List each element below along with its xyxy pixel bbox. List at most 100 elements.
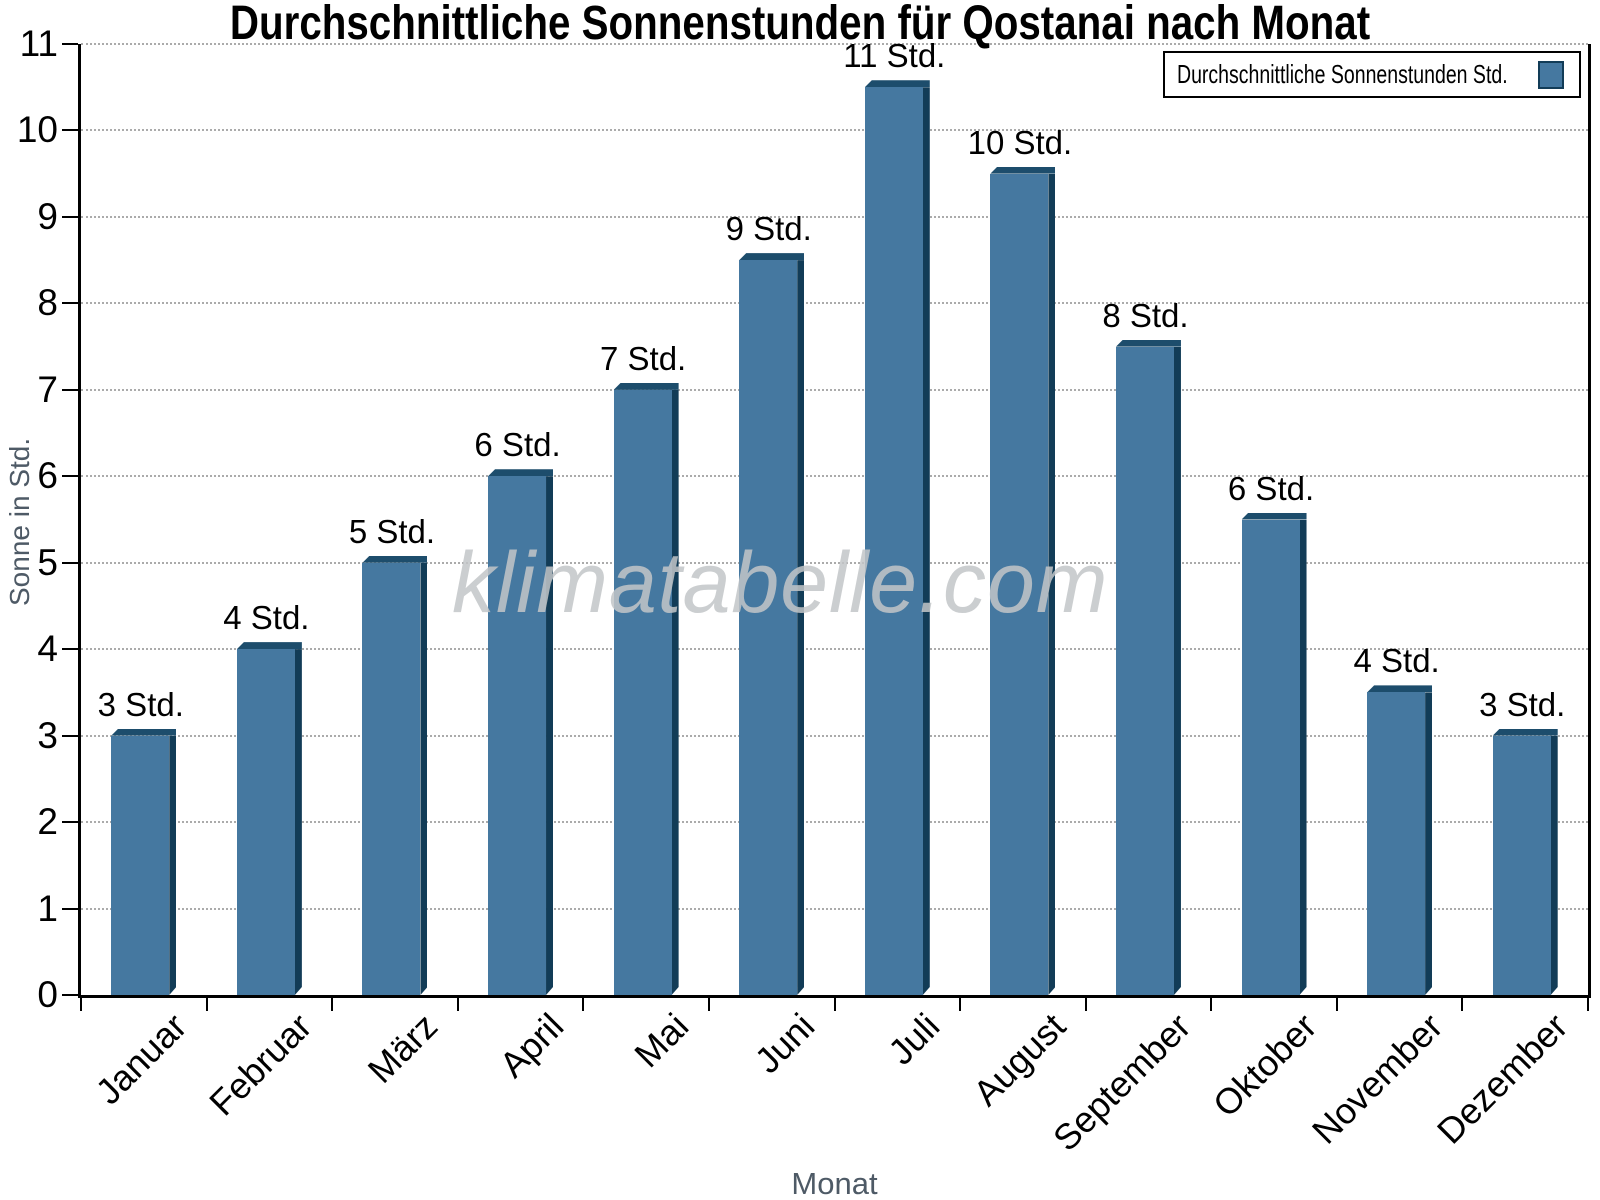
bar-top-shade	[990, 166, 1056, 174]
y-tick-label: 0	[37, 974, 58, 1015]
gridline	[81, 475, 1588, 478]
x-tick	[331, 998, 334, 1011]
x-tick-label-juni: Juni	[746, 1005, 823, 1081]
bar-august	[990, 166, 1056, 995]
x-tick-label-dezember: Dezember	[1429, 1005, 1576, 1152]
x-tick	[959, 998, 962, 1011]
bar-value-label: 10 Std.	[967, 123, 1073, 161]
x-tick	[1084, 998, 1087, 1011]
y-tick	[62, 388, 78, 391]
bar-value-label: 4 Std.	[1353, 642, 1440, 680]
gridline	[81, 215, 1588, 218]
bar-mai	[613, 382, 679, 995]
bar-side-shade	[1048, 174, 1055, 995]
bar-value-label: 6 Std.	[474, 426, 561, 464]
y-tick	[62, 215, 78, 218]
y-tick	[62, 43, 78, 45]
bar-value-label: 9 Std.	[725, 210, 812, 248]
bar-value-label: 11 Std.	[843, 37, 946, 75]
x-tick	[456, 998, 459, 1011]
bar-value-label: 4 Std.	[223, 599, 310, 637]
x-tick-label-november: November	[1303, 1005, 1450, 1152]
x-tick	[707, 998, 710, 1011]
y-tick	[62, 302, 78, 305]
y-tick-label: 6	[37, 455, 58, 497]
gridline	[81, 907, 1588, 910]
bar-top-shade	[362, 555, 428, 563]
x-tick	[1335, 998, 1338, 1011]
legend: Durchschnittliche Sonnenstunden Std.	[1163, 51, 1581, 98]
gridline	[81, 388, 1588, 391]
bar-side-shade	[1174, 347, 1181, 995]
y-tick-label: 10	[16, 109, 58, 151]
bar-top-shade	[236, 642, 302, 650]
x-tick	[1461, 998, 1464, 1011]
y-tick	[62, 475, 78, 478]
gridline	[81, 561, 1588, 564]
y-tick-label: 9	[37, 195, 58, 237]
bar-value-label: 3 Std.	[97, 685, 184, 723]
x-tick-label-mai: Mai	[626, 1005, 697, 1076]
gridline	[81, 129, 1588, 132]
y-tick-label: 7	[37, 368, 58, 410]
gridline	[81, 734, 1588, 737]
bar-side-shade	[923, 87, 930, 995]
bar-face	[1241, 519, 1300, 995]
bar-side-shade	[672, 390, 679, 995]
bar-top-shade	[111, 728, 177, 736]
y-tick-label: 1	[37, 887, 58, 929]
bar-face	[1492, 735, 1551, 995]
x-tick-label-april: April	[490, 1005, 571, 1086]
bar-januar	[111, 728, 177, 995]
bar-side-shade	[546, 476, 553, 995]
bar-top-shade	[1115, 339, 1181, 347]
bar-oktober	[1241, 512, 1307, 996]
gridline	[81, 648, 1588, 651]
gridline	[81, 302, 1588, 305]
bar-value-label: 7 Std.	[600, 339, 687, 377]
bar-märz	[362, 555, 428, 995]
x-tick-label-juli: Juli	[880, 1005, 948, 1073]
bar-top-shade	[739, 253, 805, 261]
x-tick-label-märz: März	[359, 1005, 446, 1091]
plot-area	[78, 43, 1591, 998]
bar-value-label: 8 Std.	[1102, 296, 1189, 334]
y-tick-label: 8	[37, 282, 58, 324]
bar-side-shade	[1425, 692, 1432, 995]
watermark: klimatabelle.com	[452, 535, 1109, 631]
bar-face	[613, 389, 672, 995]
bar-value-label: 5 Std.	[348, 512, 436, 550]
y-tick-label: 2	[37, 801, 58, 843]
bar-value-label: 3 Std.	[1479, 685, 1566, 723]
y-tick	[62, 907, 78, 910]
bar-november	[1367, 685, 1433, 995]
x-tick	[582, 998, 585, 1011]
x-tick	[1210, 998, 1213, 1011]
y-tick	[62, 648, 78, 651]
gridline	[81, 43, 1588, 45]
bar-face	[111, 735, 170, 995]
x-tick	[1587, 998, 1589, 1011]
y-tick-label: 11	[19, 23, 58, 64]
bar-face	[739, 260, 798, 995]
bar-side-shade	[1300, 520, 1307, 996]
bar-face	[236, 649, 295, 995]
legend-swatch-icon	[1538, 60, 1564, 89]
bar-top-shade	[613, 382, 679, 390]
bar-side-shade	[169, 736, 176, 995]
y-tick	[62, 994, 78, 996]
bar-top-shade	[864, 80, 930, 88]
bar-februar	[236, 642, 302, 995]
bar-side-shade	[420, 563, 427, 995]
x-tick	[80, 998, 82, 1011]
y-tick	[62, 821, 78, 824]
bar-juni	[739, 253, 805, 995]
x-axis-title: Monat	[791, 1166, 878, 1200]
bar-april	[488, 469, 554, 995]
bar-top-shade	[488, 469, 554, 477]
bar-dezember	[1492, 728, 1558, 995]
bar-side-shade	[1551, 736, 1558, 995]
x-tick-label-januar: Januar	[87, 1005, 195, 1113]
bar-face	[864, 87, 923, 995]
